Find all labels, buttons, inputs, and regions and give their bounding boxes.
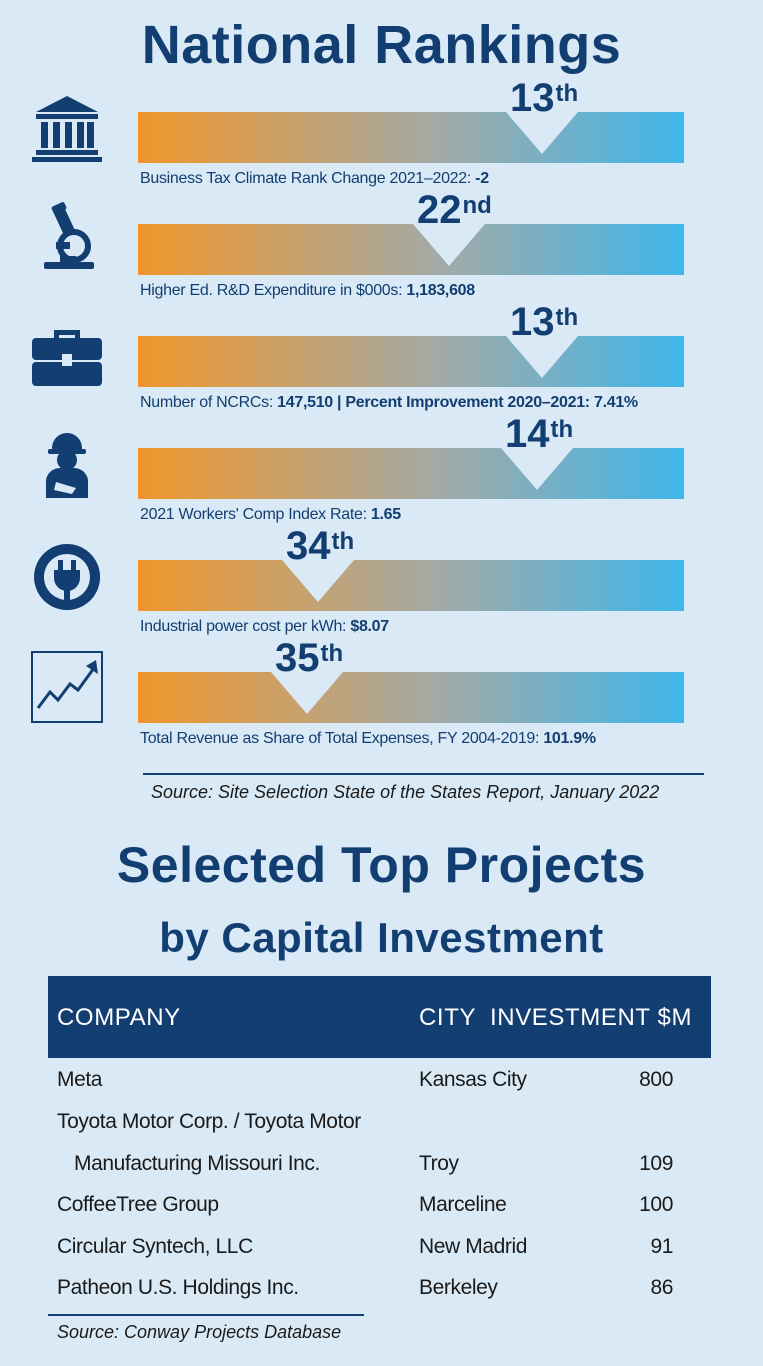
source-divider <box>143 773 704 775</box>
rank-value: 13th <box>510 76 579 120</box>
rank-bar <box>138 448 684 499</box>
rank-value: 22nd <box>417 188 492 232</box>
rank-value: 13th <box>510 300 579 344</box>
cell-company: Toyota Motor Corp. / Toyota Motor <box>57 1110 361 1133</box>
rank-label: Industrial power cost per kWh: $8.07 <box>140 618 389 635</box>
rank-bar-shape <box>138 448 684 499</box>
ranking-row: 13th Business Tax Climate Rank Change 20… <box>0 78 763 210</box>
rank-label: Higher Ed. R&D Expenditure in $000s: 1,1… <box>140 282 475 299</box>
rank-bar-shape <box>138 560 684 611</box>
ranking-row: 13th Number of NCRCs: 147,510 | Percent … <box>0 302 763 434</box>
ranking-row: 35th Total Revenue as Share of Total Exp… <box>0 638 763 770</box>
rank-bar <box>138 560 684 611</box>
rank-value: 34th <box>286 524 355 568</box>
table-row: Meta Kansas City 800 <box>0 1068 763 1104</box>
rank-value: 14th <box>505 412 574 456</box>
cell-company: CoffeeTree Group <box>57 1193 219 1216</box>
cell-city: Berkeley <box>419 1276 498 1299</box>
rank-label: Number of NCRCs: 147,510 | Percent Impro… <box>140 394 638 411</box>
cell-company: Manufacturing Missouri Inc. <box>74 1152 320 1175</box>
trend-chart-icon <box>30 650 104 724</box>
rank-bar-shape <box>138 112 684 163</box>
rank-bar <box>138 336 684 387</box>
rank-bar <box>138 224 684 275</box>
cell-investment: 91 <box>650 1235 673 1258</box>
rank-bar-shape <box>138 224 684 275</box>
table-header: COMPANY CITY INVESTMENT $M <box>48 976 711 1058</box>
rank-bar-shape <box>138 336 684 387</box>
cell-investment: 100 <box>639 1193 673 1216</box>
cell-city: Troy <box>419 1152 459 1175</box>
projects-subtitle: by Capital Investment <box>159 914 604 961</box>
construction-worker-icon <box>30 426 104 500</box>
rankings-title: National Rankings <box>141 15 622 75</box>
header-company: COMPANY <box>57 1004 181 1031</box>
projects-source: Source: Conway Projects Database <box>57 1322 342 1342</box>
rankings-source: Source: Site Selection State of the Stat… <box>151 782 660 802</box>
power-plug-icon <box>30 540 104 614</box>
cell-company: Meta <box>57 1068 103 1091</box>
table-row: Circular Syntech, LLC New Madrid 91 <box>0 1235 763 1271</box>
rank-label: 2021 Workers' Comp Index Rate: 1.65 <box>140 506 401 523</box>
government-building-icon <box>30 92 104 166</box>
table-row: Manufacturing Missouri Inc. Troy 109 <box>0 1152 763 1188</box>
rank-bar <box>138 112 684 163</box>
cell-city: New Madrid <box>419 1235 528 1258</box>
rank-label: Business Tax Climate Rank Change 2021–20… <box>140 170 489 187</box>
header-investment: INVESTMENT $M <box>490 1004 693 1031</box>
cell-city: Marceline <box>419 1193 507 1216</box>
cell-investment: 800 <box>639 1068 673 1091</box>
cell-company: Circular Syntech, LLC <box>57 1235 253 1258</box>
cell-investment: 86 <box>650 1276 673 1299</box>
microscope-icon <box>30 202 104 276</box>
projects-title: Selected Top Projects <box>116 837 647 893</box>
rank-bar <box>138 672 684 723</box>
table-source-divider <box>48 1314 364 1316</box>
rank-label: Total Revenue as Share of Total Expenses… <box>140 730 596 747</box>
cell-company: Patheon U.S. Holdings Inc. <box>57 1276 299 1299</box>
rank-value: 35th <box>275 636 344 680</box>
table-row: CoffeeTree Group Marceline 100 <box>0 1193 763 1229</box>
cell-investment: 109 <box>639 1152 673 1175</box>
ranking-row: 22nd Higher Ed. R&D Expenditure in $000s… <box>0 190 763 322</box>
rank-bar-shape <box>138 672 684 723</box>
header-city: CITY <box>419 1004 477 1031</box>
cell-city: Kansas City <box>419 1068 527 1091</box>
ranking-row: 34th Industrial power cost per kWh: $8.0… <box>0 526 763 658</box>
ranking-row: 14th 2021 Workers' Comp Index Rate: 1.65 <box>0 414 763 546</box>
table-row: Toyota Motor Corp. / Toyota Motor <box>0 1110 763 1146</box>
table-row: Patheon U.S. Holdings Inc. Berkeley 86 <box>0 1276 763 1312</box>
briefcase-icon <box>30 316 104 390</box>
